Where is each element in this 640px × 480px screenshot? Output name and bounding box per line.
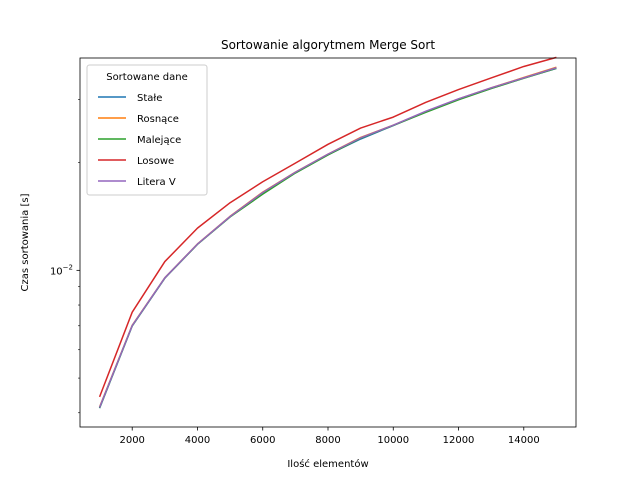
legend-entry-label: Losowe xyxy=(137,156,174,167)
x-tick-label: 6000 xyxy=(250,435,275,446)
x-tick-label: 14000 xyxy=(508,435,540,446)
x-tick-label: 12000 xyxy=(443,435,475,446)
legend-entry-label: Stałe xyxy=(137,93,162,104)
series-line-5 xyxy=(98,67,557,408)
series-line-4 xyxy=(98,56,557,398)
y-axis-label: Czas sortowania [s] xyxy=(20,193,31,291)
series-layer xyxy=(98,56,557,409)
x-tick-label: 2000 xyxy=(119,435,144,446)
legend-entry-label: Rosnące xyxy=(137,114,179,125)
y-axis-ticks: 10−2 xyxy=(50,99,80,414)
legend: Sortowane dane Stałe Rosnące Malejące Losowe… xyxy=(86,64,208,196)
chart-title: Sortowanie algorytmem Merge Sort xyxy=(221,38,435,52)
legend-entry-label: Litera V xyxy=(137,177,176,188)
x-axis-label: Ilość elementów xyxy=(287,458,368,470)
x-tick-label: 10000 xyxy=(377,435,409,446)
legend-box xyxy=(86,64,208,196)
y-tick-label: 10−2 xyxy=(50,263,73,277)
legend-title: Sortowane dane xyxy=(106,72,188,83)
x-tick-label: 8000 xyxy=(315,435,340,446)
legend-entry-label: Malejące xyxy=(137,135,181,146)
x-tick-label: 4000 xyxy=(185,435,210,446)
x-axis-ticks: 2000 4000 6000 8000 10000 12000 14000 xyxy=(119,427,540,446)
